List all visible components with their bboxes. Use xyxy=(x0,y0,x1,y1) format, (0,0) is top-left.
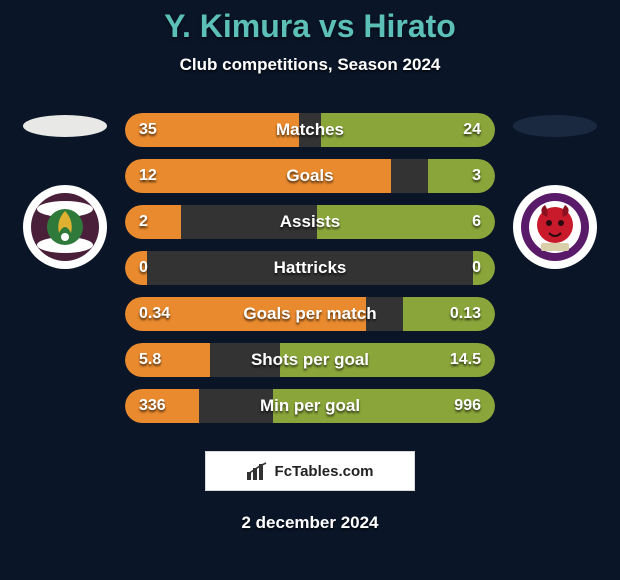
page-title: Y. Kimura vs Hirato xyxy=(164,8,456,45)
stat-value-right: 6 xyxy=(472,213,481,231)
stat-label: Hattricks xyxy=(274,258,347,278)
stat-value-right: 3 xyxy=(472,167,481,185)
bar-left-fill xyxy=(125,159,391,193)
stat-bar: 5.8 14.5 Shots per goal xyxy=(125,343,495,377)
stat-bar: 2 6 Assists xyxy=(125,205,495,239)
brand-text: FcTables.com xyxy=(275,463,374,480)
stat-value-left: 12 xyxy=(139,167,157,185)
stat-bar: 12 3 Goals xyxy=(125,159,495,193)
brand-badge[interactable]: FcTables.com xyxy=(205,451,415,491)
stat-value-left: 35 xyxy=(139,121,157,139)
left-crest-icon xyxy=(29,191,101,263)
stat-bar: 0 0 Hattricks xyxy=(125,251,495,285)
stat-value-left: 0 xyxy=(139,259,148,277)
right-club-crest xyxy=(513,185,597,269)
stat-value-right: 24 xyxy=(463,121,481,139)
ellipse-right xyxy=(513,115,597,137)
bar-right-fill xyxy=(317,205,495,239)
stat-label: Shots per goal xyxy=(251,350,369,370)
stat-label: Matches xyxy=(276,120,344,140)
bar-left-fill xyxy=(125,343,210,377)
right-crest-icon xyxy=(519,191,591,263)
subtitle: Club competitions, Season 2024 xyxy=(180,55,441,75)
stat-value-right: 14.5 xyxy=(450,351,481,369)
stat-value-left: 0.34 xyxy=(139,305,170,323)
stat-value-left: 2 xyxy=(139,213,148,231)
stat-value-right: 996 xyxy=(454,397,481,415)
stat-label: Assists xyxy=(280,212,340,232)
left-club-crest xyxy=(23,185,107,269)
ellipse-left xyxy=(23,115,107,137)
stat-bar: 0.34 0.13 Goals per match xyxy=(125,297,495,331)
date-line: 2 december 2024 xyxy=(241,513,378,533)
stat-bars: 3524Matches123Goals26Assists00Hattricks0… xyxy=(125,113,495,423)
left-player-col xyxy=(15,113,115,269)
stat-label: Goals per match xyxy=(243,304,376,324)
stat-value-right: 0.13 xyxy=(450,305,481,323)
main-row: 3524Matches123Goals26Assists00Hattricks0… xyxy=(0,113,620,423)
stat-value-right: 0 xyxy=(472,259,481,277)
stat-label: Goals xyxy=(286,166,333,186)
stat-value-left: 336 xyxy=(139,397,166,415)
bar-right-fill xyxy=(428,159,495,193)
right-player-col xyxy=(505,113,605,269)
comparison-card: Y. Kimura vs Hirato Club competitions, S… xyxy=(0,0,620,580)
stat-label: Min per goal xyxy=(260,396,360,416)
bar-left-fill xyxy=(125,205,181,239)
stat-value-left: 5.8 xyxy=(139,351,161,369)
brand-chart-icon xyxy=(247,462,269,480)
bar-right-fill xyxy=(403,297,496,331)
stat-bar: 336 996 Min per goal xyxy=(125,389,495,423)
stat-bar: 35 24 Matches xyxy=(125,113,495,147)
